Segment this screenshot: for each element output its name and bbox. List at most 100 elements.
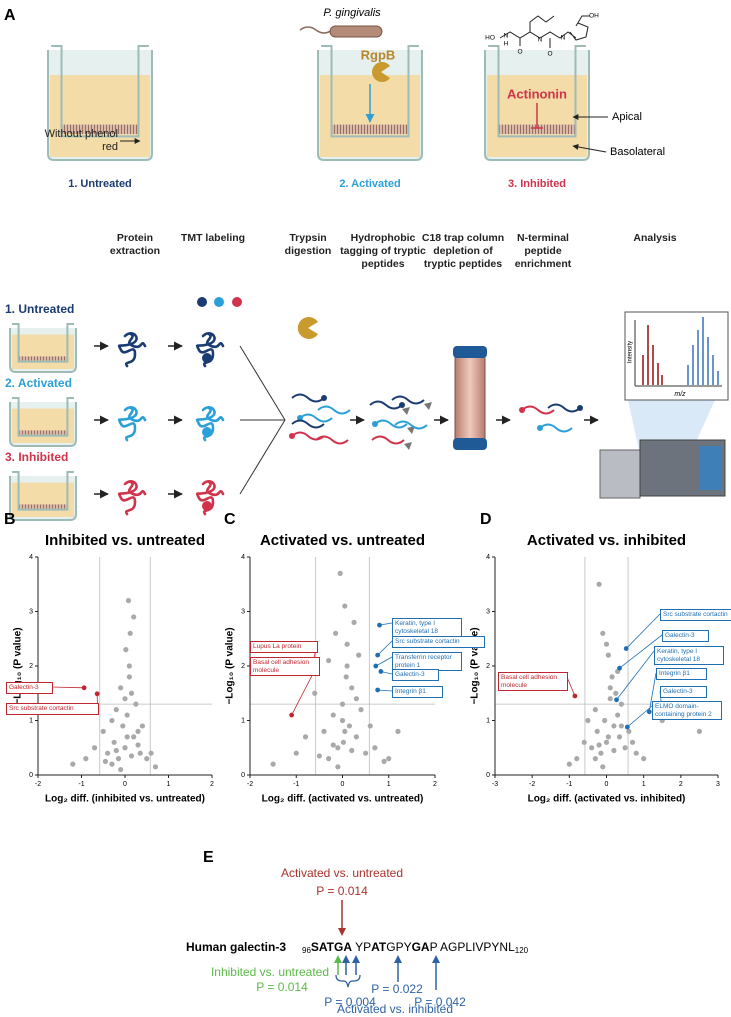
protease-label: RgpB — [361, 47, 396, 62]
sequence-segment: GA — [412, 940, 430, 954]
data-point — [622, 745, 628, 751]
tmt-tag — [321, 395, 327, 401]
x-tick-label: -1 — [293, 781, 299, 788]
data-point — [618, 723, 624, 729]
data-point — [335, 764, 341, 770]
data-point — [342, 728, 348, 735]
sequence: 96SATGA YPATGPYGAP AGPLIVPYNL120 — [302, 940, 529, 955]
step-label: TMT labeling — [180, 232, 246, 244]
peptide — [317, 405, 351, 415]
protein-label: Human galectin-3 — [186, 940, 286, 954]
tmt-tag — [202, 353, 212, 363]
tmt-tag — [399, 402, 405, 408]
annotation-label: Basal cell adhesion molecule — [498, 672, 568, 691]
tmt-tag — [577, 405, 583, 411]
x-axis-label: Log₂ diff. (activated vs. inhibited) — [528, 794, 686, 805]
annotation-label: Src substrate cortactin — [6, 703, 99, 715]
data-point — [128, 690, 135, 696]
x-tick-label: 3 — [716, 781, 720, 788]
data-point — [349, 685, 355, 691]
annotation-label: Src substrate cortactin — [660, 609, 731, 621]
data-point — [603, 641, 610, 647]
annotation-label: Galectin-3 — [6, 682, 53, 694]
data-point — [109, 761, 115, 767]
data-point — [128, 753, 135, 759]
x-tick-label: 2 — [433, 781, 437, 788]
data-point — [109, 717, 115, 724]
data-point — [353, 696, 359, 702]
insert — [51, 45, 149, 138]
peptide — [291, 393, 325, 403]
data-point — [135, 728, 141, 735]
y-axis-label: −Log₁₀ (P value) — [225, 627, 236, 704]
data-point — [337, 570, 343, 576]
data-point — [312, 690, 318, 696]
mass-spec — [599, 449, 641, 499]
membrane — [18, 430, 68, 435]
peptide — [315, 435, 349, 445]
data-point — [113, 747, 119, 754]
data-point — [124, 734, 130, 740]
data-point — [566, 761, 572, 767]
column-cap — [453, 346, 487, 358]
x-tick-label: 0 — [123, 781, 127, 788]
data-point — [356, 652, 362, 658]
data-point — [607, 685, 613, 691]
peptide — [394, 420, 428, 430]
data-point — [589, 745, 595, 751]
data-point — [83, 756, 89, 762]
condition-label: 1. Untreated — [5, 302, 74, 316]
highlight-point — [624, 724, 630, 730]
data-point — [137, 750, 143, 756]
step-label: C18 trap column depletion of tryptic pep… — [421, 232, 505, 270]
tmt-tag — [197, 297, 207, 307]
x-tick-label: 1 — [167, 781, 171, 788]
medium — [12, 334, 74, 369]
annotation-label: Basal cell adhesion molecule — [250, 657, 320, 676]
step-label: Analysis — [633, 232, 677, 244]
insert — [11, 323, 75, 363]
data-point — [122, 696, 128, 702]
arrow-head — [338, 928, 346, 936]
arrow-head — [352, 955, 360, 963]
p-value: P = 0.042 — [414, 995, 466, 1009]
arrow-head — [432, 955, 440, 963]
tmt-tag — [232, 297, 242, 307]
brace — [335, 974, 361, 988]
leader-line — [627, 705, 653, 728]
highlight-point — [377, 622, 382, 628]
transwell — [9, 323, 77, 373]
annotation-label: ELMO domain-containing protein 2 — [652, 701, 722, 720]
step-label: Hydrophobic tagging of tryptic peptides — [340, 232, 426, 270]
y-tick-label: 3 — [29, 608, 33, 615]
data-point — [346, 723, 353, 729]
sequence-segment: GPY — [386, 940, 411, 954]
data-point — [122, 745, 128, 751]
hydrophobic-tag — [407, 426, 415, 434]
data-point — [605, 734, 611, 740]
hydrophobic-tag — [424, 402, 432, 410]
data-point — [353, 734, 359, 740]
data-point — [135, 742, 141, 748]
data-point — [330, 742, 336, 748]
data-point — [339, 701, 346, 707]
data-point — [381, 758, 387, 764]
atom-label: N — [538, 37, 543, 44]
atom-label: HO — [485, 35, 495, 42]
leader-line — [619, 634, 663, 669]
data-point — [611, 747, 617, 754]
data-point — [70, 761, 76, 767]
tmt-tag — [519, 407, 525, 413]
data-point — [125, 598, 132, 604]
sequence-segment: AT — [371, 940, 387, 954]
tmt-tag — [537, 425, 543, 431]
data-point — [395, 728, 401, 735]
data-point — [148, 750, 154, 756]
insert — [11, 471, 75, 511]
data-point — [105, 750, 111, 756]
insert — [11, 397, 75, 437]
x-axis-label: Log₂ diff. (inhibited vs. untreated) — [45, 794, 205, 805]
peptide — [291, 419, 325, 429]
data-point — [574, 756, 580, 762]
mass-spec-panel — [700, 446, 722, 490]
